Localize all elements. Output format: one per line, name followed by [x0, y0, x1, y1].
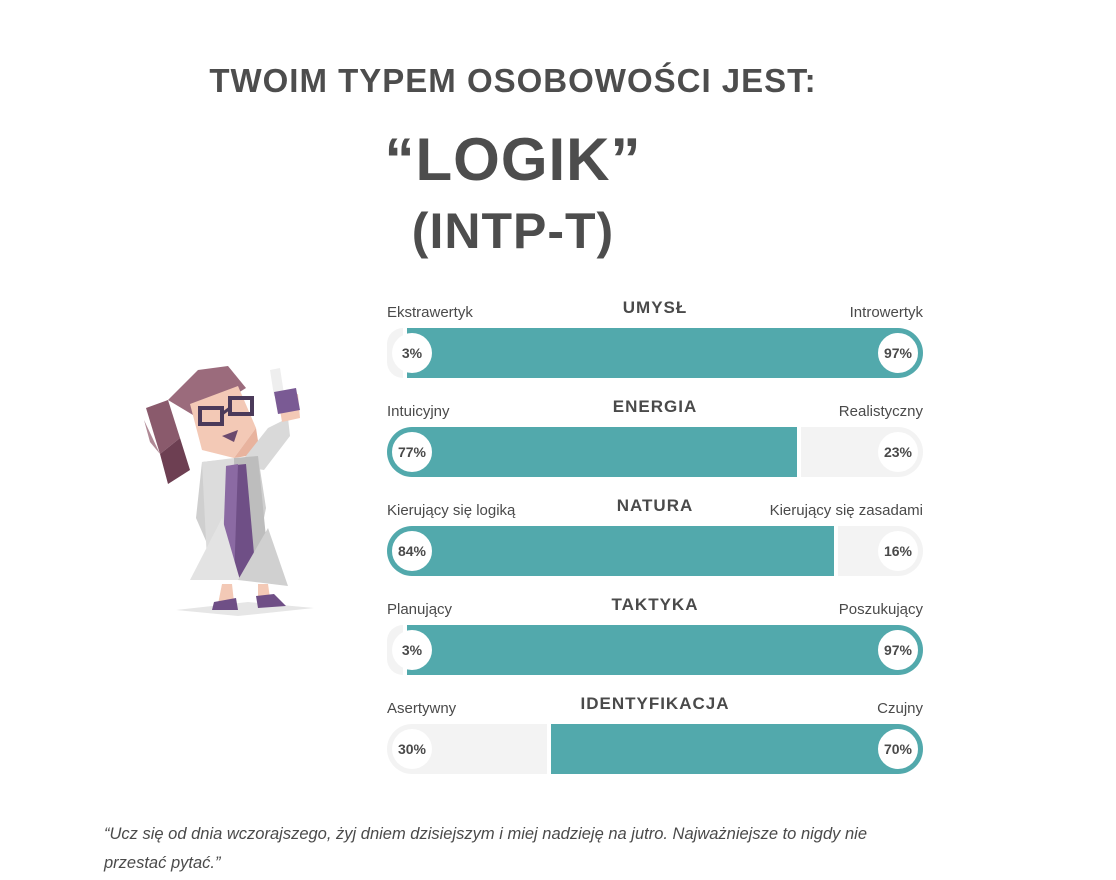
- scale-left-label: Planujący: [387, 601, 453, 618]
- scale-left-bar: [387, 427, 797, 477]
- scale-title: NATURA: [616, 496, 694, 515]
- scale-left-bar: [387, 526, 834, 576]
- scale-right-percent: 16%: [878, 531, 918, 571]
- scale-identity: IDENTYFIKACJA Asertywny Czujny 30% 70%: [387, 692, 923, 791]
- scientist-illustration-icon: [144, 366, 314, 616]
- scale-right-percent: 70%: [875, 726, 921, 772]
- scale-right-percent: 97%: [875, 627, 921, 673]
- scale-right-bar: [407, 328, 923, 378]
- scale-energy: ENERGIA Intuicyjny Realistyczny 77% 23%: [387, 395, 923, 494]
- scale-title: TAKTYKA: [611, 595, 699, 614]
- scale-title: ENERGIA: [612, 397, 698, 416]
- scale-right-label: Realistyczny: [838, 403, 923, 420]
- personality-type-name: “LOGIK”: [384, 126, 642, 193]
- scale-left-percent: 77%: [389, 429, 435, 475]
- scale-left-label: Ekstrawertyk: [387, 304, 473, 321]
- scale-mind: UMYSŁ Ekstrawertyk Introwertyk 3% 97%: [387, 296, 923, 395]
- scale-right-label: Poszukujący: [838, 601, 923, 618]
- scale-track: 30% 70%: [387, 724, 923, 774]
- scale-right-label: Czujny: [877, 700, 923, 717]
- scale-left-percent: 30%: [392, 729, 432, 769]
- scale-tactics: TAKTYKA Planujący Poszukujący 3% 97%: [387, 593, 923, 692]
- scale-track: 3% 97%: [387, 328, 923, 378]
- scale-right-bar: [551, 724, 923, 774]
- scale-left-percent: 3%: [392, 630, 432, 670]
- scale-track: 3% 97%: [387, 625, 923, 675]
- scale-left-label: Kierujący się logiką: [387, 502, 516, 519]
- scale-title: UMYSŁ: [622, 298, 688, 317]
- scale-right-percent: 97%: [875, 330, 921, 376]
- scale-left-percent: 3%: [392, 333, 432, 373]
- personality-type-code: (INTP-T): [411, 203, 615, 259]
- scale-left-label: Asertywny: [387, 700, 457, 717]
- scale-nature: NATURA Kierujący się logiką Kierujący si…: [387, 494, 923, 593]
- scale-left-percent: 84%: [389, 528, 435, 574]
- personality-quote: “Ucz się od dnia wczorajszego, żyj dniem…: [104, 825, 867, 872]
- scale-title: IDENTYFIKACJA: [580, 694, 730, 713]
- scale-track: 84% 16%: [387, 526, 923, 576]
- result-intro-heading: TWOIM TYPEM OSOBOWOŚCI JEST:: [209, 62, 817, 99]
- scale-right-label: Introwertyk: [849, 304, 923, 321]
- scale-right-percent: 23%: [878, 432, 918, 472]
- trait-scales: UMYSŁ Ekstrawertyk Introwertyk 3% 97% EN…: [387, 296, 923, 791]
- scale-right-bar: [407, 625, 923, 675]
- scale-track: 77% 23%: [387, 427, 923, 477]
- scale-left-label: Intuicyjny: [387, 403, 450, 420]
- scale-right-label: Kierujący się zasadami: [769, 502, 923, 519]
